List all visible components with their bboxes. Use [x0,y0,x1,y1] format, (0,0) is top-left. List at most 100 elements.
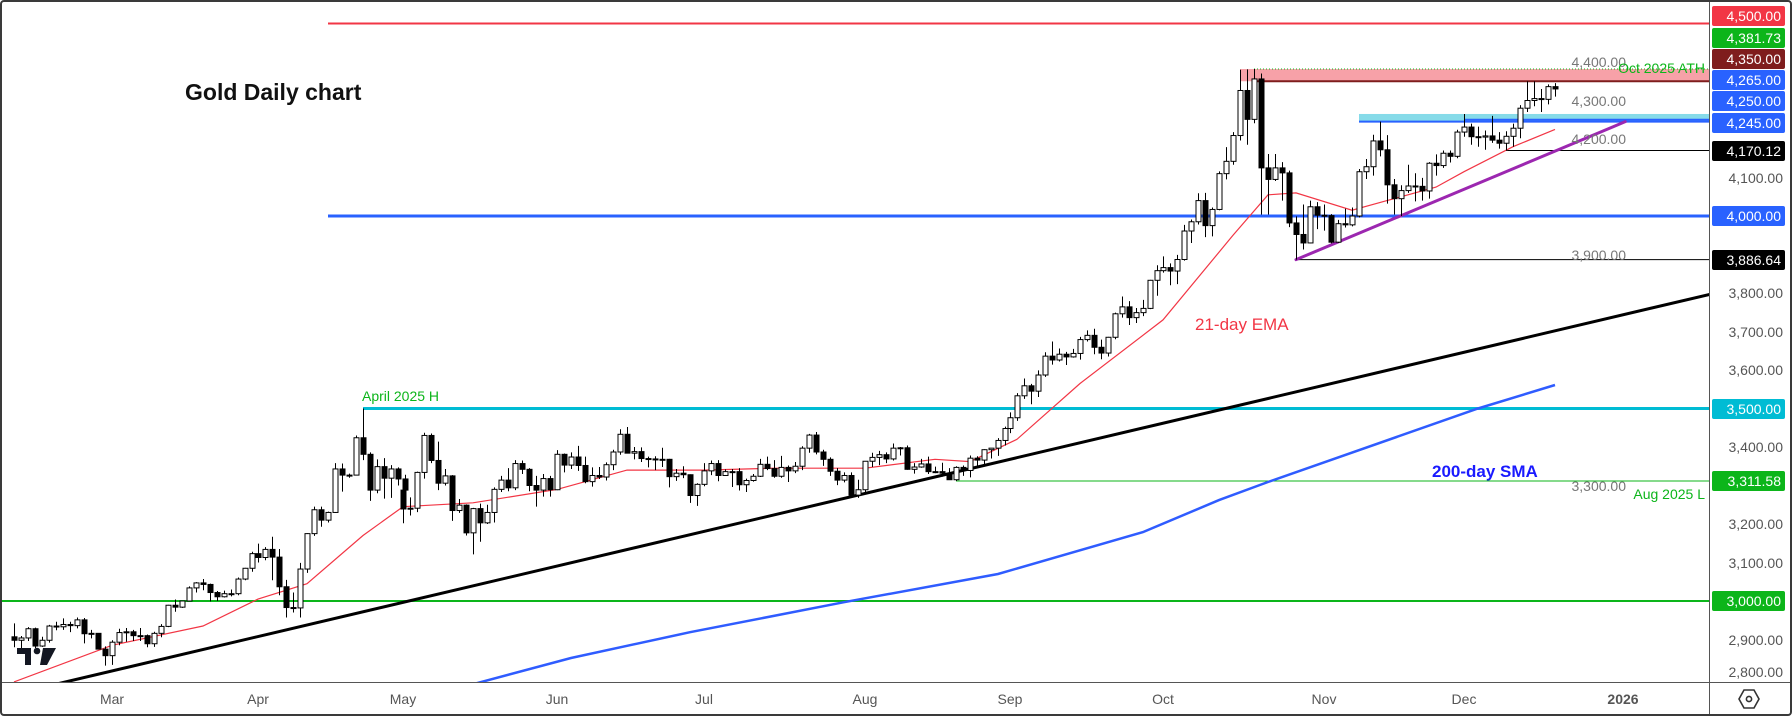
candle [764,456,771,471]
candle [1496,132,1503,149]
candle-body [519,463,526,470]
candle-body [722,471,729,476]
candle-body [137,635,144,638]
candle [1482,130,1489,150]
candle [158,624,165,638]
candle-body [1202,200,1209,227]
candle [1363,159,1370,180]
candle [1063,351,1070,365]
candle [1126,301,1133,325]
candle [883,452,890,464]
time-axis[interactable]: Mar Apr May Jun Jul Aug Sep Oct Nov Dec 2026 [2,682,1709,714]
candle-body [932,471,939,474]
candle-body [228,593,235,596]
candle-body [25,628,32,639]
candle [1293,216,1300,260]
candle [1174,254,1181,285]
candle-body [1293,222,1300,235]
candle-body [262,548,269,558]
tradingview-logo-icon[interactable] [17,645,57,672]
candle [137,627,144,642]
candle [771,460,778,478]
candle-body [1468,126,1475,138]
candle-body [1503,135,1510,144]
candle-body [680,472,687,476]
candle-body [388,468,395,479]
candle [1049,341,1056,365]
candle [1133,308,1140,324]
candle-body [890,447,897,460]
candle-body [988,447,995,451]
candle-body [687,474,694,497]
candle-body [1461,126,1468,133]
candle-body [764,463,771,470]
candle-body [855,489,862,496]
candle [1405,164,1412,193]
candle-body [701,470,708,485]
price-level-label: 4,170.12 [1712,141,1785,161]
candle [1412,173,1419,202]
candle-body [1447,152,1454,157]
candle [1098,339,1105,360]
candle [414,471,421,513]
candle [1426,162,1433,199]
time-tick-label: Apr [247,691,269,707]
candle-body [360,437,367,455]
candle [388,465,395,498]
candle [750,473,757,482]
candle-body [862,460,869,491]
candle-body [242,567,249,580]
candle-body [526,468,533,486]
time-tick-label: Oct [1152,691,1174,707]
price-axis[interactable]: 4,500.00 4,381.73 4,350.00 4,265.00 4,250.00… [1709,2,1790,682]
candle-body [1342,223,1349,226]
candle [400,488,407,524]
candle [1223,147,1230,180]
candle [1154,265,1161,296]
candle [1349,207,1356,227]
candle-body [172,604,179,608]
candle [834,468,841,486]
candle-body [1007,417,1014,430]
price-tick-label: 3,800.00 [1728,285,1784,301]
candle-body [1496,139,1503,144]
candle [505,468,512,492]
candle [186,586,193,602]
candle [589,467,596,487]
candle [988,447,995,459]
candle [1265,154,1272,215]
candle [799,446,806,471]
candle-body [179,600,186,608]
gear-icon[interactable] [1738,689,1760,714]
candle [151,631,158,647]
candle [1021,378,1028,399]
candle [967,455,974,478]
candle-body [18,637,25,641]
candle [533,475,540,507]
candle-body [1049,355,1056,361]
candle-body [67,623,74,627]
candle-body [435,459,442,484]
candle-body [1510,127,1517,137]
chart-plot-area[interactable] [2,2,1709,682]
candle [1237,69,1244,141]
candle [1524,81,1531,113]
candle-body [652,458,659,461]
candle-body [414,471,421,509]
candle [869,452,876,468]
candle-body [1265,167,1272,180]
candle [1188,219,1195,243]
candle-body [1223,160,1230,175]
candle [638,447,645,463]
candle-body [116,632,123,643]
candle-body [214,592,221,598]
candle-body [785,466,792,472]
candle [395,467,402,486]
time-tick-label: 2026 [1607,691,1639,707]
candle [603,462,610,481]
candle-body [123,631,130,634]
candle-body [1154,270,1161,281]
candle-body [792,465,799,472]
candle [102,646,109,666]
candle [1335,219,1342,243]
